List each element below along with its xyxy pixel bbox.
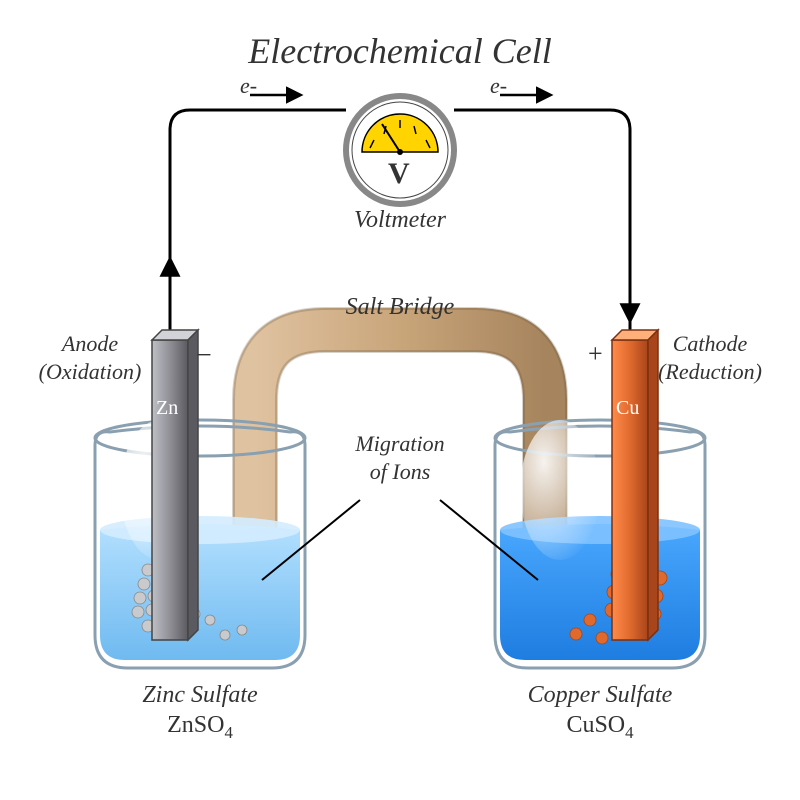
diagram-title: Electrochemical Cell <box>0 30 800 72</box>
cathode-line2: (Reduction) <box>658 359 762 384</box>
salt-bridge-label: Salt Bridge <box>330 292 470 322</box>
copper-sulfate-name: Copper Sulfate <box>528 682 673 708</box>
migration-pointers <box>262 500 538 580</box>
anode-line1: Anode <box>62 331 118 356</box>
zinc-formula-sub: 4 <box>224 723 232 742</box>
voltmeter-v: V <box>388 155 410 193</box>
zn-electrode <box>152 330 198 640</box>
copper-sulfate-label: Copper Sulfate CuSO4 <box>500 680 700 744</box>
cathode-label: Cathode (Reduction) <box>650 330 770 385</box>
plus-sign: + <box>588 338 603 371</box>
copper-formula-base: CuSO <box>566 712 625 738</box>
electron-right-label: e- <box>490 72 507 100</box>
copper-formula-sub: 4 <box>625 723 633 742</box>
migration-label: Migration of Ions <box>340 430 460 485</box>
minus-sign: − <box>196 338 212 373</box>
voltmeter-label: Voltmeter <box>350 205 450 235</box>
zinc-sulfate-label: Zinc Sulfate ZnSO4 <box>110 680 290 744</box>
cu-symbol: Cu <box>616 396 639 421</box>
zinc-formula-base: ZnSO <box>167 712 224 738</box>
electron-left-label: e- <box>240 72 257 100</box>
anode-label: Anode (Oxidation) <box>30 330 150 385</box>
right-beaker <box>495 420 705 668</box>
cathode-line1: Cathode <box>673 331 748 356</box>
zinc-sulfate-name: Zinc Sulfate <box>142 682 257 708</box>
anode-line2: (Oxidation) <box>39 359 142 384</box>
zn-symbol: Zn <box>156 396 178 421</box>
